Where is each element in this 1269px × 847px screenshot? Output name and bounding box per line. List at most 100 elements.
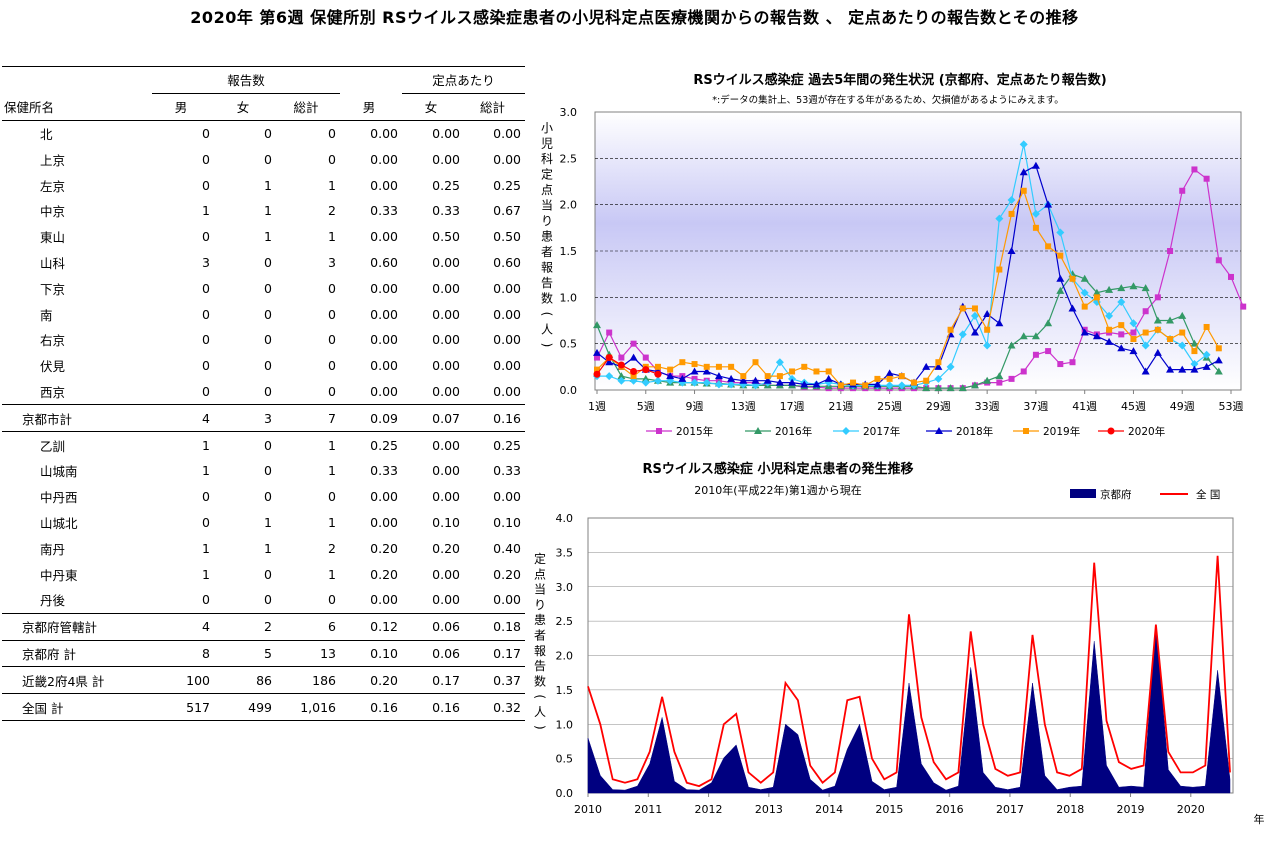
x-tick-label: 21週 xyxy=(828,400,853,413)
cell-value: 0.10 xyxy=(432,514,460,530)
data-point xyxy=(1215,345,1222,352)
data-point xyxy=(897,381,906,390)
data-point xyxy=(1215,257,1222,264)
cell-value: 0.16 xyxy=(493,410,521,426)
data-point xyxy=(1130,329,1137,336)
data-point xyxy=(617,376,626,385)
data-point xyxy=(702,378,711,387)
data-point xyxy=(934,374,943,383)
data-point xyxy=(1154,294,1161,301)
y-tick-label: 1.0 xyxy=(560,291,578,304)
y-axis-label: 数 xyxy=(534,673,546,688)
data-point xyxy=(1167,336,1174,343)
table-row: 左京 0 1 1 0.00 0.25 0.25 xyxy=(2,172,525,198)
y-axis-label: 当 xyxy=(534,583,546,597)
y-axis-label: り xyxy=(534,598,546,612)
x-tick-label: 13週 xyxy=(731,400,756,413)
cell-value: 0.00 xyxy=(493,383,521,399)
row-name: 上京 xyxy=(40,152,66,168)
data-point xyxy=(983,341,992,350)
table-row: 京都府 計 8 5 13 0.10 0.06 0.17 xyxy=(2,640,525,667)
y-tick-label: 2.5 xyxy=(560,152,578,165)
y-axis-label: 当 xyxy=(541,199,553,213)
y-axis-label: 人 xyxy=(541,323,553,337)
cell-value: 0 xyxy=(328,489,336,505)
cell-value: 0 xyxy=(264,566,272,582)
x-tick-label: 2014 xyxy=(815,803,843,816)
data-point xyxy=(593,370,601,378)
cell-value: 3 xyxy=(264,410,272,426)
data-point xyxy=(947,326,954,333)
cell-value: 0.07 xyxy=(432,410,460,426)
data-point xyxy=(1178,365,1187,373)
cell-value: 0 xyxy=(328,383,336,399)
data-point xyxy=(1092,288,1101,296)
data-point xyxy=(1117,344,1126,352)
x-tick-label: 2017 xyxy=(996,803,1024,816)
data-point xyxy=(984,326,991,333)
data-point xyxy=(1008,375,1015,382)
cell-value: 1 xyxy=(328,514,336,530)
data-point xyxy=(922,384,931,392)
cell-value: 0.00 xyxy=(370,306,398,322)
y-axis-label: 定 xyxy=(534,551,546,566)
data-point xyxy=(764,373,771,380)
data-point xyxy=(1118,322,1125,329)
y-tick-label: 4.0 xyxy=(556,512,574,525)
cell-value: 1 xyxy=(264,514,272,530)
data-point xyxy=(1056,274,1065,282)
data-point xyxy=(1190,339,1199,347)
data-point xyxy=(690,378,699,387)
cell-value: 0 xyxy=(202,514,210,530)
data-point xyxy=(801,363,808,370)
data-point xyxy=(752,359,759,366)
data-point xyxy=(1153,348,1162,356)
data-point xyxy=(1153,316,1162,324)
header-health-center: 保健所名 xyxy=(4,99,55,115)
data-point xyxy=(1167,248,1174,254)
data-point xyxy=(1081,303,1088,310)
cell-value: 517 xyxy=(186,699,210,715)
cell-value: 0.50 xyxy=(432,229,460,245)
cell-value: 0.33 xyxy=(370,463,398,479)
y-tick-label: 2.5 xyxy=(556,615,574,628)
data-point xyxy=(775,378,784,386)
cell-value: 0 xyxy=(328,151,336,167)
cell-value: 1 xyxy=(264,177,272,193)
data-point xyxy=(1056,286,1065,294)
data-point xyxy=(629,353,638,361)
table-row: 山城北 0 1 1 0.00 0.10 0.10 xyxy=(2,510,525,536)
y-axis-label: 小 xyxy=(541,121,553,135)
x-tick-label: 2012 xyxy=(695,803,723,816)
row-name: 左京 xyxy=(40,178,66,194)
row-name: 南丹 xyxy=(40,541,66,557)
table-row: 京都市計 4 3 7 0.09 0.07 0.16 xyxy=(2,404,525,432)
cell-value: 0 xyxy=(264,358,272,374)
cell-value: 1 xyxy=(264,229,272,245)
cell-value: 0.32 xyxy=(493,699,521,715)
cell-value: 0.00 xyxy=(432,254,460,270)
cell-value: 1 xyxy=(328,437,336,453)
x-tick-label: 53週 xyxy=(1219,400,1244,413)
data-point xyxy=(1106,326,1113,333)
table-row: 全国 計 517 499 1,016 0.16 0.16 0.32 xyxy=(2,693,525,721)
y-tick-label: 0.5 xyxy=(556,753,574,766)
data-point xyxy=(923,377,930,384)
data-point xyxy=(788,378,797,386)
data-point xyxy=(594,366,600,373)
data-point xyxy=(606,329,613,336)
data-point xyxy=(630,340,637,347)
x-tick-label: 2015 xyxy=(875,803,903,816)
cell-value: 0.37 xyxy=(493,672,521,688)
y-axis-label: 点 xyxy=(534,567,546,581)
cell-value: 0.33 xyxy=(432,203,460,219)
data-point xyxy=(862,382,869,389)
data-point xyxy=(702,367,711,375)
row-name: 南 xyxy=(40,307,53,323)
data-point xyxy=(1105,285,1114,293)
cell-value: 0 xyxy=(202,332,210,348)
data-point xyxy=(812,380,821,388)
table-row: 下京 0 0 0 0.00 0.00 0.00 xyxy=(2,275,525,301)
table-row: 中丹西 0 0 0 0.00 0.00 0.00 xyxy=(2,484,525,510)
chart2-title: RSウイルス感染症 小児科定点患者の発生推移 xyxy=(643,461,914,477)
